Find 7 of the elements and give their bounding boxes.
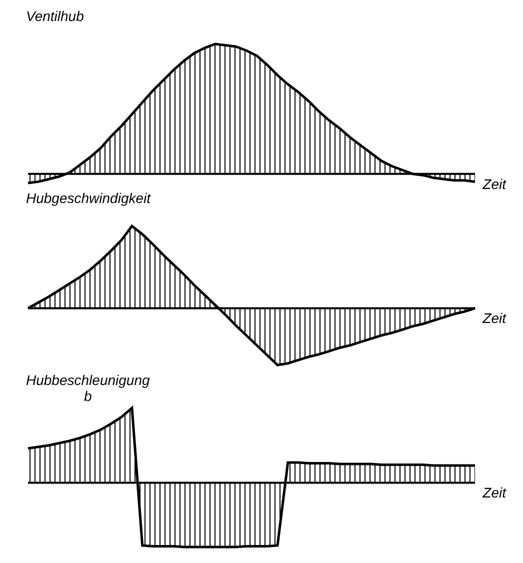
- chart-title: Hubgeschwindigkeit: [26, 190, 151, 206]
- x-axis-title: Zeit: [482, 484, 508, 501]
- x-axis-title: Zeit: [482, 310, 508, 326]
- chart-subtitle: b: [82, 388, 93, 404]
- chart-title: Hubbeschleunigung: [26, 372, 150, 388]
- chart-title: Ventilhub: [26, 8, 84, 24]
- x-axis-title: Zeit: [482, 176, 508, 192]
